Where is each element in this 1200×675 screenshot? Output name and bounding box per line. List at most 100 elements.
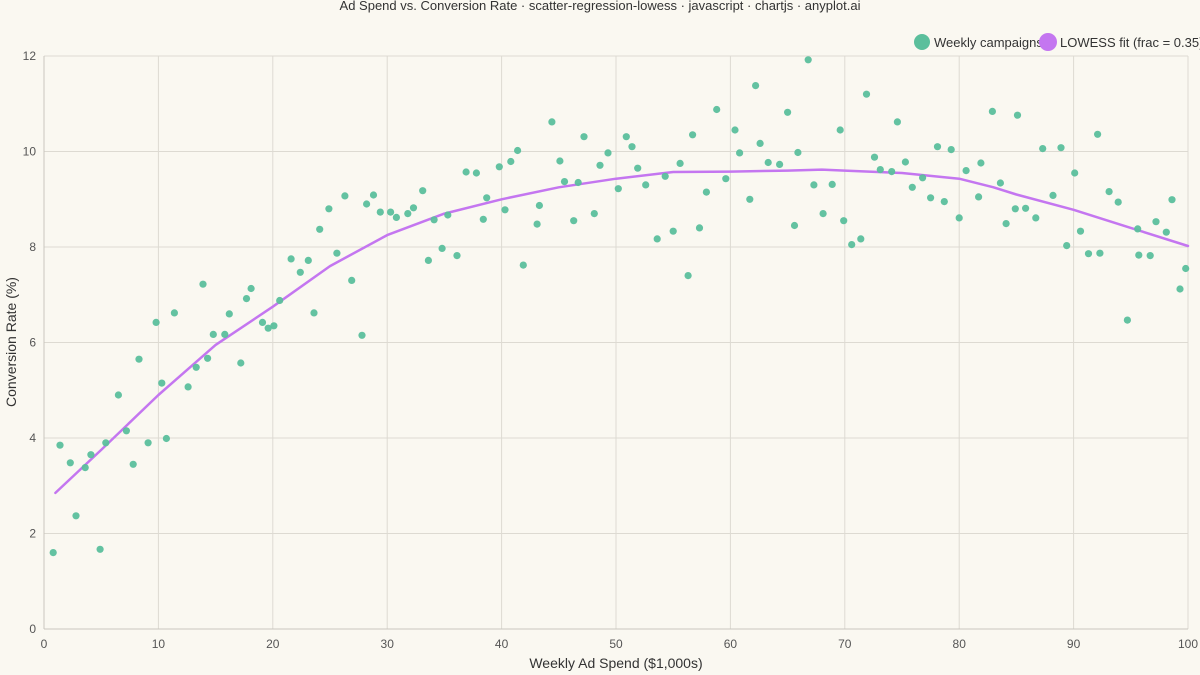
scatter-point [507, 157, 515, 166]
scatter-point [519, 261, 527, 269]
scatter-point [746, 195, 754, 203]
scatter-point [87, 451, 95, 459]
scatter-point [287, 255, 295, 263]
scatter-point [1094, 130, 1102, 138]
scatter-point [1011, 205, 1019, 213]
x-tick-label: 10 [152, 637, 166, 651]
scatter-point [479, 215, 487, 223]
scatter-point [919, 174, 927, 182]
scatter-point [676, 159, 684, 167]
scatter-point [1152, 218, 1160, 226]
scatter-point [1134, 225, 1142, 233]
legend-label-weekly-campaigns: Weekly campaigns [934, 35, 1043, 50]
scatter-point [348, 276, 356, 284]
scatter-point [1063, 242, 1071, 250]
scatter-point [144, 439, 152, 447]
scatter-point [819, 210, 827, 218]
scatter-point [1168, 196, 1176, 204]
scatter-point [695, 224, 704, 232]
scatter-point [857, 235, 865, 243]
scatter-point [794, 148, 802, 157]
scatter-point [96, 545, 104, 553]
y-tick-label: 8 [29, 240, 36, 254]
scatter-point [752, 82, 760, 90]
scatter-point [622, 133, 630, 141]
scatter-point [404, 210, 412, 218]
scatter-point [419, 187, 427, 195]
scatter-point [430, 216, 438, 224]
scatter-point [1114, 198, 1122, 206]
scatter-point [908, 183, 916, 191]
y-tick-label: 12 [23, 49, 37, 63]
scatter-point [122, 427, 130, 435]
scatter-point [634, 164, 642, 172]
scatter-point [901, 158, 910, 166]
scatter-point [162, 434, 170, 443]
scatter-point [1096, 249, 1104, 257]
scatter-point [438, 244, 446, 252]
scatter-point [276, 296, 284, 305]
scatter-point [893, 118, 902, 126]
scatter-point [483, 194, 491, 202]
scatter-point [135, 355, 143, 363]
scatter-point [1049, 191, 1057, 199]
y-tick-label: 6 [29, 336, 36, 350]
x-tick-label: 20 [266, 637, 280, 651]
scatter-point [580, 133, 588, 141]
scatter-point [358, 331, 366, 339]
scatter-point [713, 105, 721, 114]
scatter-point [392, 213, 400, 221]
scatter-point [1002, 220, 1010, 228]
legend-label-lowess-fit: LOWESS fit (frac = 0.35) [1060, 35, 1200, 50]
scatter-point [221, 330, 229, 338]
scatter-point [158, 379, 166, 387]
scatter-point [376, 208, 384, 216]
scatter-point [49, 549, 57, 557]
scatter-point [876, 166, 884, 174]
scatter-point [1176, 285, 1184, 293]
scatter-point [628, 143, 636, 151]
scatter-point [264, 324, 272, 332]
scatter-point [836, 126, 844, 134]
scatter-point [453, 252, 461, 260]
scatter-point [933, 143, 942, 151]
scatter-point [170, 309, 178, 317]
scatter-point [535, 201, 544, 210]
scatter-point [862, 90, 871, 98]
scatter-point [114, 391, 122, 399]
scatter-point [204, 354, 212, 362]
scatter-point [975, 193, 983, 201]
legend: Weekly campaigns LOWESS fit (frac = 0.35… [914, 33, 1200, 51]
scatter-point [590, 210, 598, 218]
scatter-point [444, 211, 452, 219]
scatter-point [947, 146, 955, 154]
scatter-point [310, 309, 318, 317]
scatter-point [247, 284, 255, 293]
x-tick-label: 50 [609, 637, 623, 651]
scatter-point [1182, 264, 1190, 273]
legend-item-lowess-fit[interactable]: LOWESS fit (frac = 0.35) [1039, 33, 1200, 51]
lowess-line-layer [54, 168, 1190, 495]
scatter-point [237, 359, 245, 367]
scatter-point [702, 188, 711, 196]
x-tick-label: 100 [1178, 637, 1198, 651]
scatter-point [1032, 214, 1040, 222]
scatter-point [570, 217, 578, 225]
scatter-point [927, 194, 935, 202]
scatter-point [1022, 204, 1030, 212]
scatter-point [828, 180, 836, 188]
scatter-point [1039, 145, 1047, 153]
legend-item-weekly-campaigns[interactable]: Weekly campaigns [914, 34, 1043, 50]
axis-layer: 0 10 20 30 40 50 60 70 80 90 100 0 2 4 6 8 10 12 [23, 49, 1199, 651]
scatter-point [604, 149, 612, 157]
scatter-point [988, 107, 997, 115]
scatter-point [495, 163, 503, 171]
y-tick-label: 10 [23, 145, 37, 159]
scatter-point [1105, 188, 1113, 196]
scatter-point [684, 272, 692, 280]
scatter-point [102, 439, 110, 447]
scatter-point [596, 161, 604, 169]
scatter-point [514, 146, 522, 155]
